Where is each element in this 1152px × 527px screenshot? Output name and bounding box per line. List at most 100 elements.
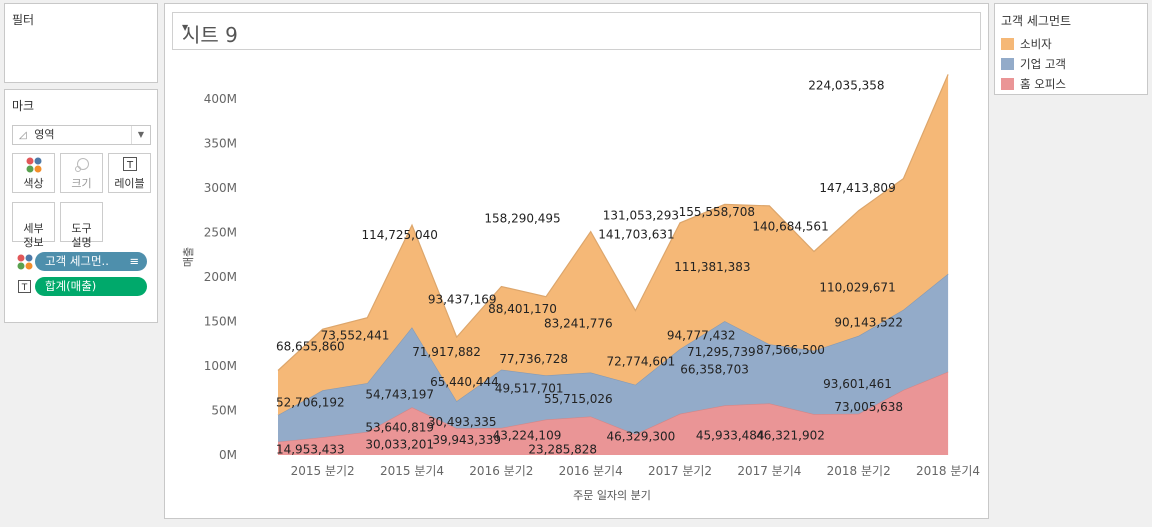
data-label: 43,224,109 xyxy=(493,428,562,442)
marks-title: 마크 xyxy=(12,99,35,113)
data-label: 110,029,671 xyxy=(819,281,895,295)
size-icon xyxy=(61,157,102,175)
detail-button[interactable]: 세부 정보 xyxy=(12,202,55,249)
data-label: 73,552,441 xyxy=(321,329,390,343)
data-label: 46,329,300 xyxy=(607,429,676,443)
legend-item[interactable]: 소비자 xyxy=(1001,36,1052,52)
data-label: 53,640,819 xyxy=(365,420,434,434)
text-icon: T xyxy=(109,157,150,175)
y-tick-label: 150M xyxy=(204,315,237,329)
data-label: 65,440,444 xyxy=(430,375,499,389)
x-tick-label: 2016 분기2 xyxy=(469,464,533,478)
area-series-기업 고객[interactable] xyxy=(278,273,949,442)
x-axis-title: 주문 일자의 분기 xyxy=(573,488,651,502)
sort-icon: ≡ xyxy=(129,254,139,268)
area-chart: 0M 50M 100M 150M 200M 250M 300M 350M 400M 2015 분… xyxy=(182,74,980,502)
x-tick-label: 2018 분기2 xyxy=(827,464,891,478)
x-tick-label: 2017 분기2 xyxy=(648,464,712,478)
data-label: 141,703,631 xyxy=(598,227,674,241)
data-label: 45,933,484 xyxy=(696,428,765,442)
svg-text:T: T xyxy=(125,160,133,171)
svg-text:T: T xyxy=(21,283,28,293)
data-label: 52,706,192 xyxy=(276,395,345,409)
y-tick-label: 400M xyxy=(204,92,237,106)
y-tick-label: 250M xyxy=(204,226,237,240)
data-label: 30,493,335 xyxy=(428,415,497,429)
x-tick-label: 2017 분기4 xyxy=(737,464,801,478)
y-tick-label: 300M xyxy=(204,181,237,195)
mark-type-value: 영역 xyxy=(34,128,55,141)
data-label: 46,321,902 xyxy=(756,428,825,442)
y-tick-label: 50M xyxy=(211,404,237,418)
x-tick-label: 2015 분기2 xyxy=(291,464,355,478)
size-button[interactable]: 크기 xyxy=(60,153,103,193)
data-label: 73,005,638 xyxy=(834,400,903,414)
filters-title: 필터 xyxy=(12,13,35,27)
y-tick-label: 350M xyxy=(204,137,237,151)
area-edge-line xyxy=(277,74,949,371)
marks-panel: 마크 ◿ 영역 ▼ 색상 크기 T 레이블 세부 정보 도구 설명 고객 세그먼… xyxy=(4,89,158,323)
y-tick-label: 200M xyxy=(204,270,237,284)
size-label: 크기 xyxy=(71,177,92,190)
label-button[interactable]: T 레이블 xyxy=(108,153,151,193)
label-label: 레이블 xyxy=(114,177,145,190)
data-label: 158,290,495 xyxy=(484,211,560,225)
color-button[interactable]: 색상 xyxy=(12,153,55,193)
data-label: 93,601,461 xyxy=(823,377,892,391)
label-field-icon: T xyxy=(18,280,31,296)
data-label: 55,715,026 xyxy=(544,392,613,406)
legend-swatch xyxy=(1001,38,1014,50)
sheet-title-box[interactable]: 시트 9 ▼ xyxy=(172,12,981,50)
legend-swatch xyxy=(1001,78,1014,90)
tooltip-button[interactable]: 도구 설명 xyxy=(60,202,103,249)
data-label: 111,381,383 xyxy=(674,260,750,274)
data-label: 94,777,432 xyxy=(667,329,736,343)
y-axis-title: 매출 xyxy=(182,247,195,267)
x-tick-label: 2015 분기4 xyxy=(380,464,444,478)
data-label: 140,684,561 xyxy=(752,219,828,233)
sales-pill-label: 합계(매출) xyxy=(45,279,97,293)
legend-swatch xyxy=(1001,58,1014,70)
data-label: 54,743,197 xyxy=(365,387,434,401)
legend-panel: 고객 세그먼트 소비자 기업 고객 홈 오피스 xyxy=(994,3,1148,95)
data-label: 147,413,809 xyxy=(819,181,895,195)
data-label: 23,285,828 xyxy=(528,443,597,457)
sales-sum-pill[interactable]: 합계(매출) xyxy=(35,277,147,296)
filters-panel[interactable]: 필터 xyxy=(4,3,158,83)
data-label: 71,295,739 xyxy=(687,345,756,359)
data-label: 14,953,433 xyxy=(276,443,345,457)
data-label: 87,566,500 xyxy=(756,343,825,357)
area-series-소비자[interactable] xyxy=(278,74,949,416)
data-label: 30,033,201 xyxy=(365,437,434,451)
data-label: 114,725,040 xyxy=(362,228,438,242)
color-label: 색상 xyxy=(23,177,44,190)
area-chart-icon: ◿ xyxy=(19,130,27,141)
title-dropdown-icon[interactable]: ▼ xyxy=(182,23,189,32)
sheet-title: 시트 9 xyxy=(182,23,238,47)
data-label: 90,143,522 xyxy=(834,315,903,329)
legend-label: 소비자 xyxy=(1020,37,1052,51)
x-tick-label: 2016 분기4 xyxy=(559,464,623,478)
x-tick-label: 2018 분기4 xyxy=(916,464,980,478)
area-edge-line xyxy=(277,371,949,443)
y-tick-label: 0M xyxy=(219,448,237,462)
segment-field-pill[interactable]: 고객 세그먼.. ≡ xyxy=(35,252,147,271)
segment-pill-label: 고객 세그먼.. xyxy=(45,254,109,268)
legend-item[interactable]: 홈 오피스 xyxy=(1001,76,1066,92)
data-label: 72,774,601 xyxy=(607,355,676,369)
data-label: 66,358,703 xyxy=(680,363,749,377)
data-label: 131,053,293 xyxy=(603,209,679,223)
legend-item[interactable]: 기업 고객 xyxy=(1001,56,1066,72)
chevron-down-icon[interactable]: ▼ xyxy=(131,126,150,144)
data-label: 68,655,860 xyxy=(276,339,345,353)
area-series-홈 오피스[interactable] xyxy=(278,371,949,455)
legend-label: 기업 고객 xyxy=(1020,57,1066,71)
color-icon xyxy=(13,157,54,175)
mark-type-select[interactable]: ◿ 영역 ▼ xyxy=(12,125,151,145)
data-label: 71,917,882 xyxy=(412,345,481,359)
detail-label: 세부 정보 xyxy=(23,222,44,249)
legend-label: 홈 오피스 xyxy=(1020,77,1066,91)
data-label: 88,401,170 xyxy=(488,302,557,316)
data-label: 93,437,169 xyxy=(428,292,497,306)
data-label: 77,736,728 xyxy=(499,352,568,366)
